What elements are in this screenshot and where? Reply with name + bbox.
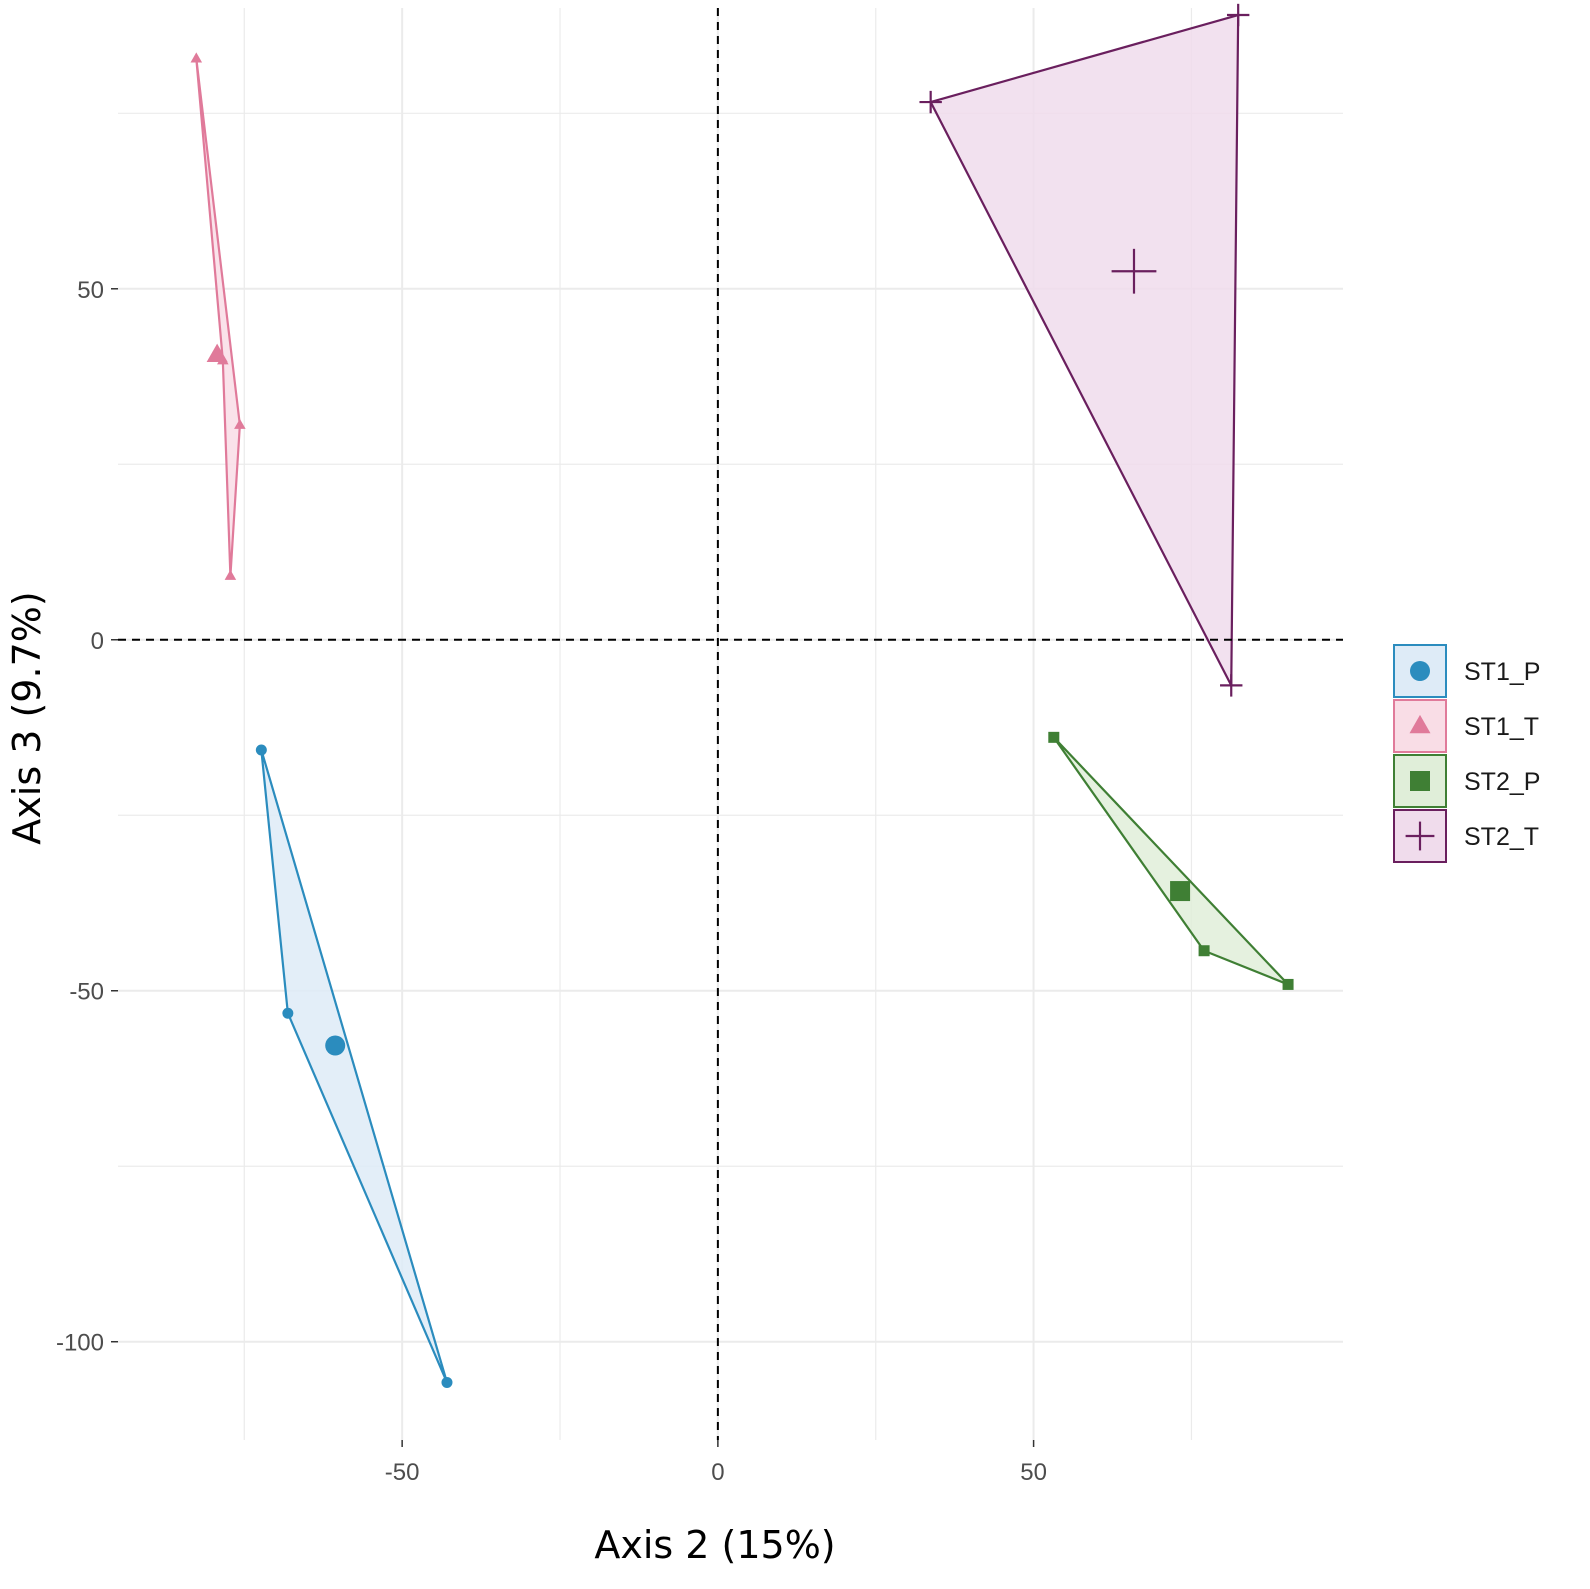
legend-item-st2-p: ST2_P [1393, 754, 1540, 808]
point-st1-t-3 [224, 569, 237, 580]
tick-layer: -50 0 50 50 0 -50 -100 [56, 277, 1047, 1486]
centroid-st2-p [1170, 881, 1191, 902]
y-tick-label: -50 [69, 979, 104, 1006]
legend-item-st1-p: ST1_P [1393, 644, 1540, 698]
point-st2-p-1 [1048, 731, 1060, 743]
centroid-st2-t [1111, 248, 1157, 294]
x-tick-label: 50 [1020, 1459, 1047, 1486]
legend-item-st2-t: ST2_T [1393, 809, 1539, 863]
x-tick-label: -50 [385, 1459, 420, 1486]
legend-item-st1-t: ST1_T [1393, 699, 1539, 753]
centroid-st1-p [325, 1035, 346, 1056]
legend-marker-st2-p [1410, 771, 1430, 791]
point-st2-t-2 [1226, 3, 1250, 27]
point-st1-p-2 [282, 1007, 294, 1019]
point-layer [190, 3, 1294, 1388]
y-tick-label: 0 [91, 628, 104, 655]
point-st2-p-2 [1198, 945, 1210, 957]
point-st2-t-1 [919, 90, 942, 114]
legend-label-st2-p: ST2_P [1464, 768, 1540, 796]
hull-st2-t [929, 13, 1240, 687]
hull-st1-p [260, 748, 449, 1384]
point-st1-t-1 [190, 52, 203, 63]
point-st2-p-3 [1282, 978, 1294, 990]
legend-label-st1-p: ST1_P [1464, 658, 1540, 686]
x-axis-title: Axis 2 (15%) [594, 1523, 835, 1567]
y-tick-label: 50 [77, 277, 104, 304]
point-st2-t-3 [1220, 674, 1243, 697]
y-axis-title: Axis 3 (9.7%) [5, 591, 49, 844]
legend-label-st1-t: ST1_T [1464, 713, 1539, 741]
hull-st1-t [195, 57, 241, 577]
x-tick-label: 0 [711, 1459, 724, 1486]
centroid-st1-t [206, 343, 228, 362]
point-st1-t-4 [234, 418, 246, 429]
point-st1-p-1 [255, 744, 267, 756]
point-st1-p-3 [441, 1376, 453, 1388]
legend: ST1_P ST1_T ST2_P ST2_T [1393, 644, 1540, 863]
hull-layer [195, 13, 1290, 1384]
hull-st2-p [1052, 736, 1290, 986]
legend-label-st2-t: ST2_T [1464, 823, 1539, 851]
reference-lines [118, 8, 1343, 1440]
legend-marker-st2-t [1405, 821, 1435, 851]
y-tick-label: -100 [56, 1330, 104, 1357]
legend-marker-st1-p [1410, 661, 1430, 681]
legend-marker-st1-t [1409, 714, 1431, 734]
